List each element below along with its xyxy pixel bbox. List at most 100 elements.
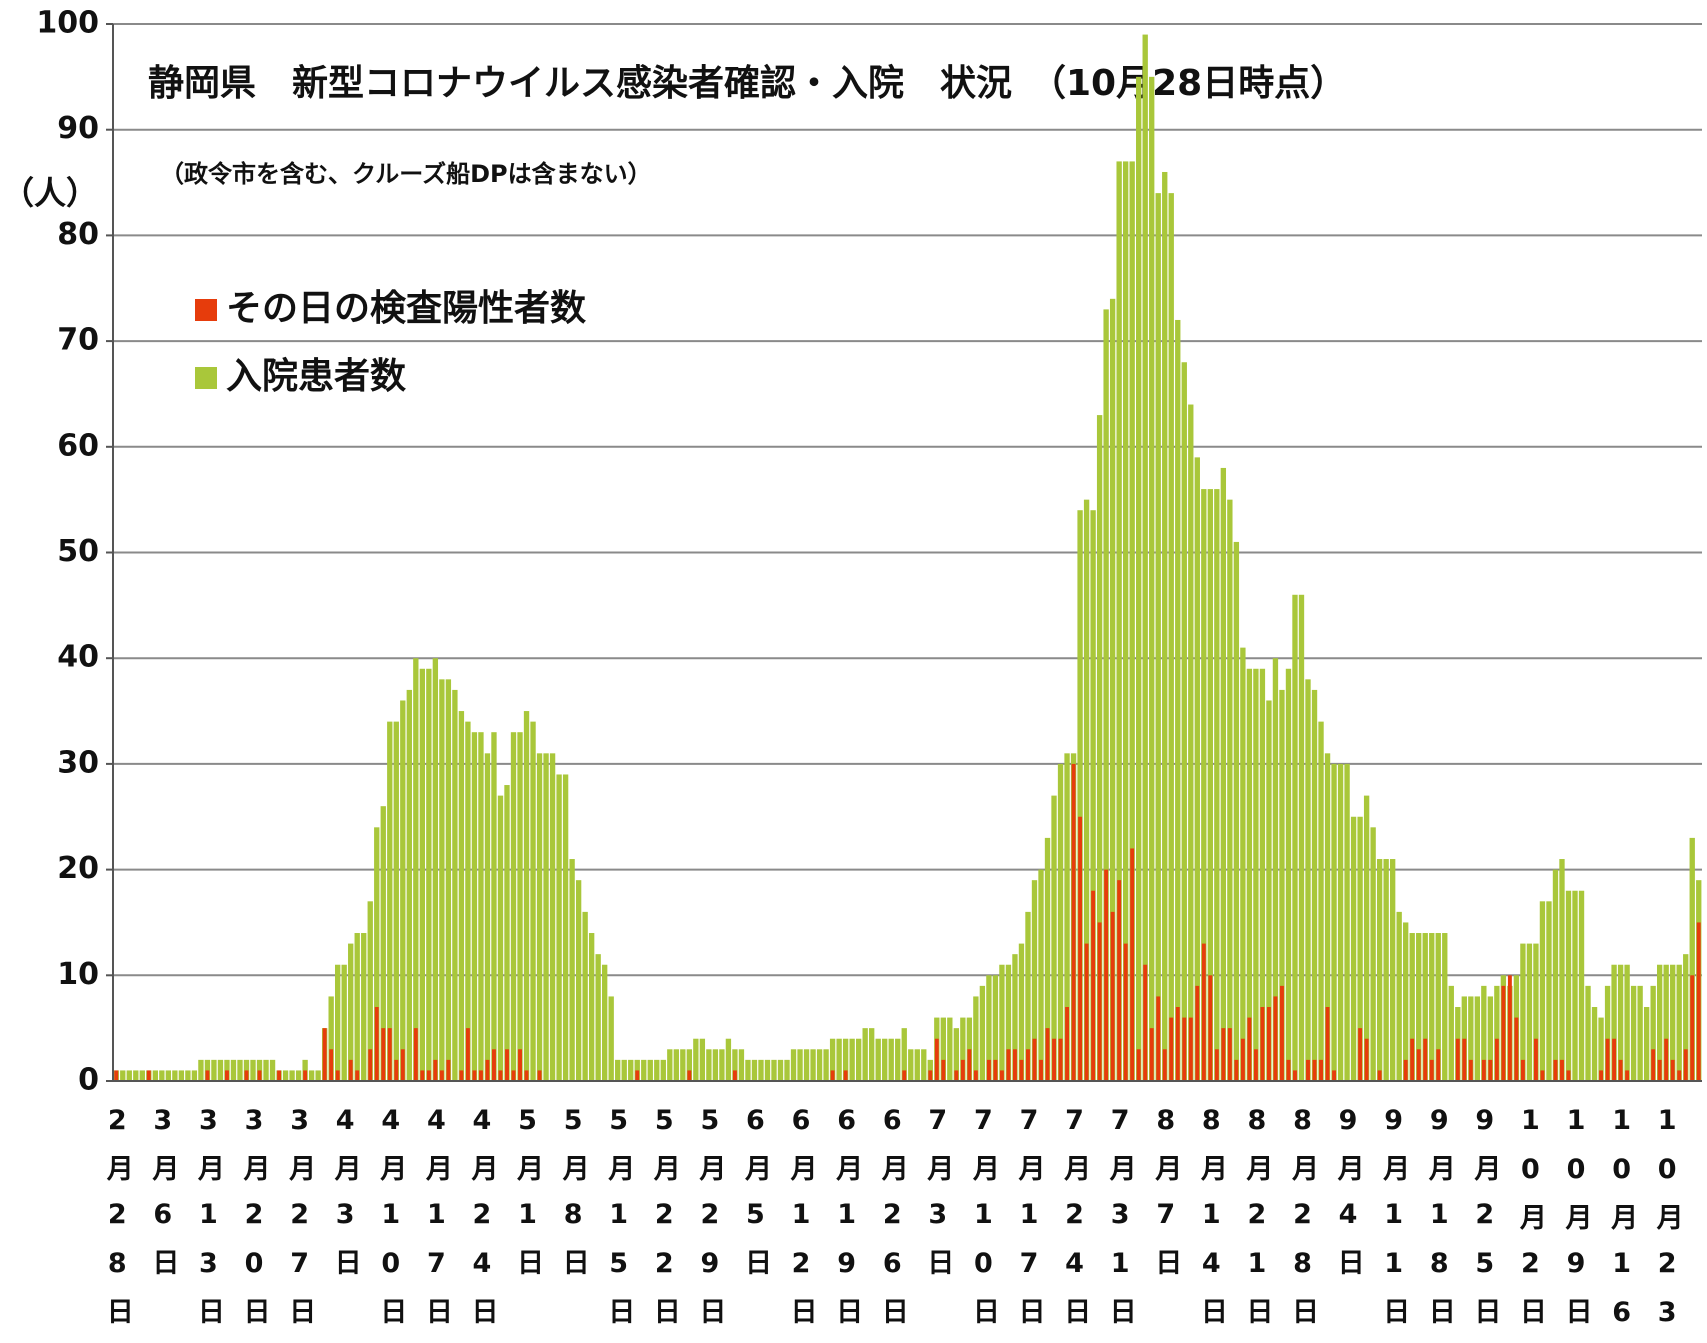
bar: [1044, 837, 1051, 1081]
bar: [524, 1070, 529, 1081]
bar: [1078, 816, 1083, 1081]
bar: [902, 1070, 907, 1081]
bar: [523, 711, 530, 1081]
bar: [133, 1070, 139, 1081]
bar: [1188, 404, 1194, 1081]
x-tick-label: 10月23日: [1652, 1105, 1685, 1343]
bar: [1657, 1059, 1662, 1081]
x-tick-label: 7月24日: [1059, 1105, 1092, 1342]
bar: [641, 1059, 647, 1081]
bar: [1494, 1038, 1499, 1081]
bar: [1234, 1059, 1239, 1081]
bar: [1690, 975, 1695, 1081]
y-tick-label: 50: [57, 534, 99, 569]
bar: [1091, 890, 1096, 1081]
bar: [452, 689, 458, 1081]
bar: [1598, 1017, 1604, 1081]
bar: [1514, 1017, 1519, 1081]
bar: [1591, 1007, 1598, 1081]
bar: [927, 1059, 933, 1081]
bar: [908, 1049, 914, 1081]
bar: [1540, 1070, 1545, 1081]
bar: [764, 1059, 771, 1081]
bar: [1383, 859, 1389, 1081]
bar: [465, 1028, 470, 1081]
bar: [595, 954, 601, 1081]
bar: [1422, 933, 1428, 1081]
x-tick-label: 6月12日: [786, 1105, 819, 1342]
bar: [979, 985, 986, 1081]
bar: [986, 1059, 991, 1081]
bar: [1319, 1059, 1323, 1081]
bar: [1285, 668, 1292, 1081]
bar: [1045, 1028, 1050, 1081]
bar: [1246, 668, 1253, 1081]
bar: [1280, 985, 1284, 1081]
bar: [830, 1070, 835, 1081]
bar: [1312, 1059, 1317, 1081]
bar: [282, 1070, 289, 1081]
bar: [960, 1059, 965, 1081]
x-tick-label: 6月19日: [831, 1105, 864, 1342]
bar: [1311, 689, 1318, 1081]
bar: [1350, 816, 1357, 1081]
x-tick-label: 4月3日: [330, 1105, 363, 1293]
bar: [1520, 943, 1526, 1081]
bar: [393, 721, 399, 1081]
bar: [1618, 1059, 1623, 1081]
bar: [1324, 753, 1331, 1081]
bar: [973, 1070, 978, 1081]
bar: [328, 996, 334, 1081]
bar: [329, 1049, 334, 1081]
bar: [823, 1049, 829, 1081]
bar: [1578, 890, 1585, 1081]
bar: [1006, 1049, 1011, 1081]
bar: [277, 1070, 282, 1081]
bar: [1065, 1007, 1070, 1081]
y-tick-label: 70: [57, 323, 99, 358]
bar: [1409, 933, 1415, 1081]
bar: [1272, 658, 1279, 1081]
bar: [582, 911, 588, 1081]
bar: [1201, 489, 1207, 1082]
bar: [204, 1059, 211, 1081]
bar: [699, 1038, 706, 1081]
bar: [608, 996, 614, 1081]
bar: [999, 1070, 1004, 1081]
x-tick-label: 10月2日: [1515, 1105, 1548, 1342]
bar: [862, 1028, 868, 1081]
bar: [1038, 869, 1044, 1081]
bar: [465, 721, 471, 1081]
bar: [1344, 763, 1350, 1081]
x-tick-label: 4月17日: [421, 1105, 454, 1342]
bar: [1487, 996, 1494, 1081]
bar: [1377, 1070, 1382, 1081]
bar: [1416, 1049, 1421, 1081]
bar: [1110, 911, 1115, 1081]
y-tick-label: 20: [57, 851, 99, 886]
bar: [882, 1038, 888, 1081]
bar: [471, 732, 478, 1081]
y-tick-label: 40: [57, 640, 99, 675]
bar: [536, 753, 543, 1081]
bar: [348, 1059, 353, 1081]
bar: [1292, 594, 1298, 1081]
bar: [1357, 816, 1363, 1081]
bar: [1052, 1038, 1056, 1081]
bar: [549, 753, 556, 1081]
bar: [1376, 859, 1383, 1081]
bar: [654, 1059, 660, 1081]
bar: [1488, 1059, 1493, 1081]
bar: [152, 1070, 158, 1081]
bar: [302, 1059, 308, 1081]
bar: [225, 1070, 229, 1081]
bar: [1423, 1038, 1428, 1081]
bar: [426, 668, 432, 1081]
bar: [647, 1059, 653, 1081]
x-tick-label: 8月28日: [1287, 1105, 1320, 1342]
bar: [1104, 869, 1109, 1081]
bar: [634, 1059, 640, 1081]
bar: [667, 1049, 673, 1081]
bar: [368, 1049, 373, 1081]
bar: [1436, 1049, 1441, 1081]
